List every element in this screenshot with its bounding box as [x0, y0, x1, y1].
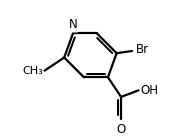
Text: CH₃: CH₃ — [23, 66, 43, 76]
Text: OH: OH — [141, 84, 159, 97]
Text: Br: Br — [136, 43, 150, 56]
Text: O: O — [116, 123, 126, 136]
Text: N: N — [68, 18, 77, 31]
